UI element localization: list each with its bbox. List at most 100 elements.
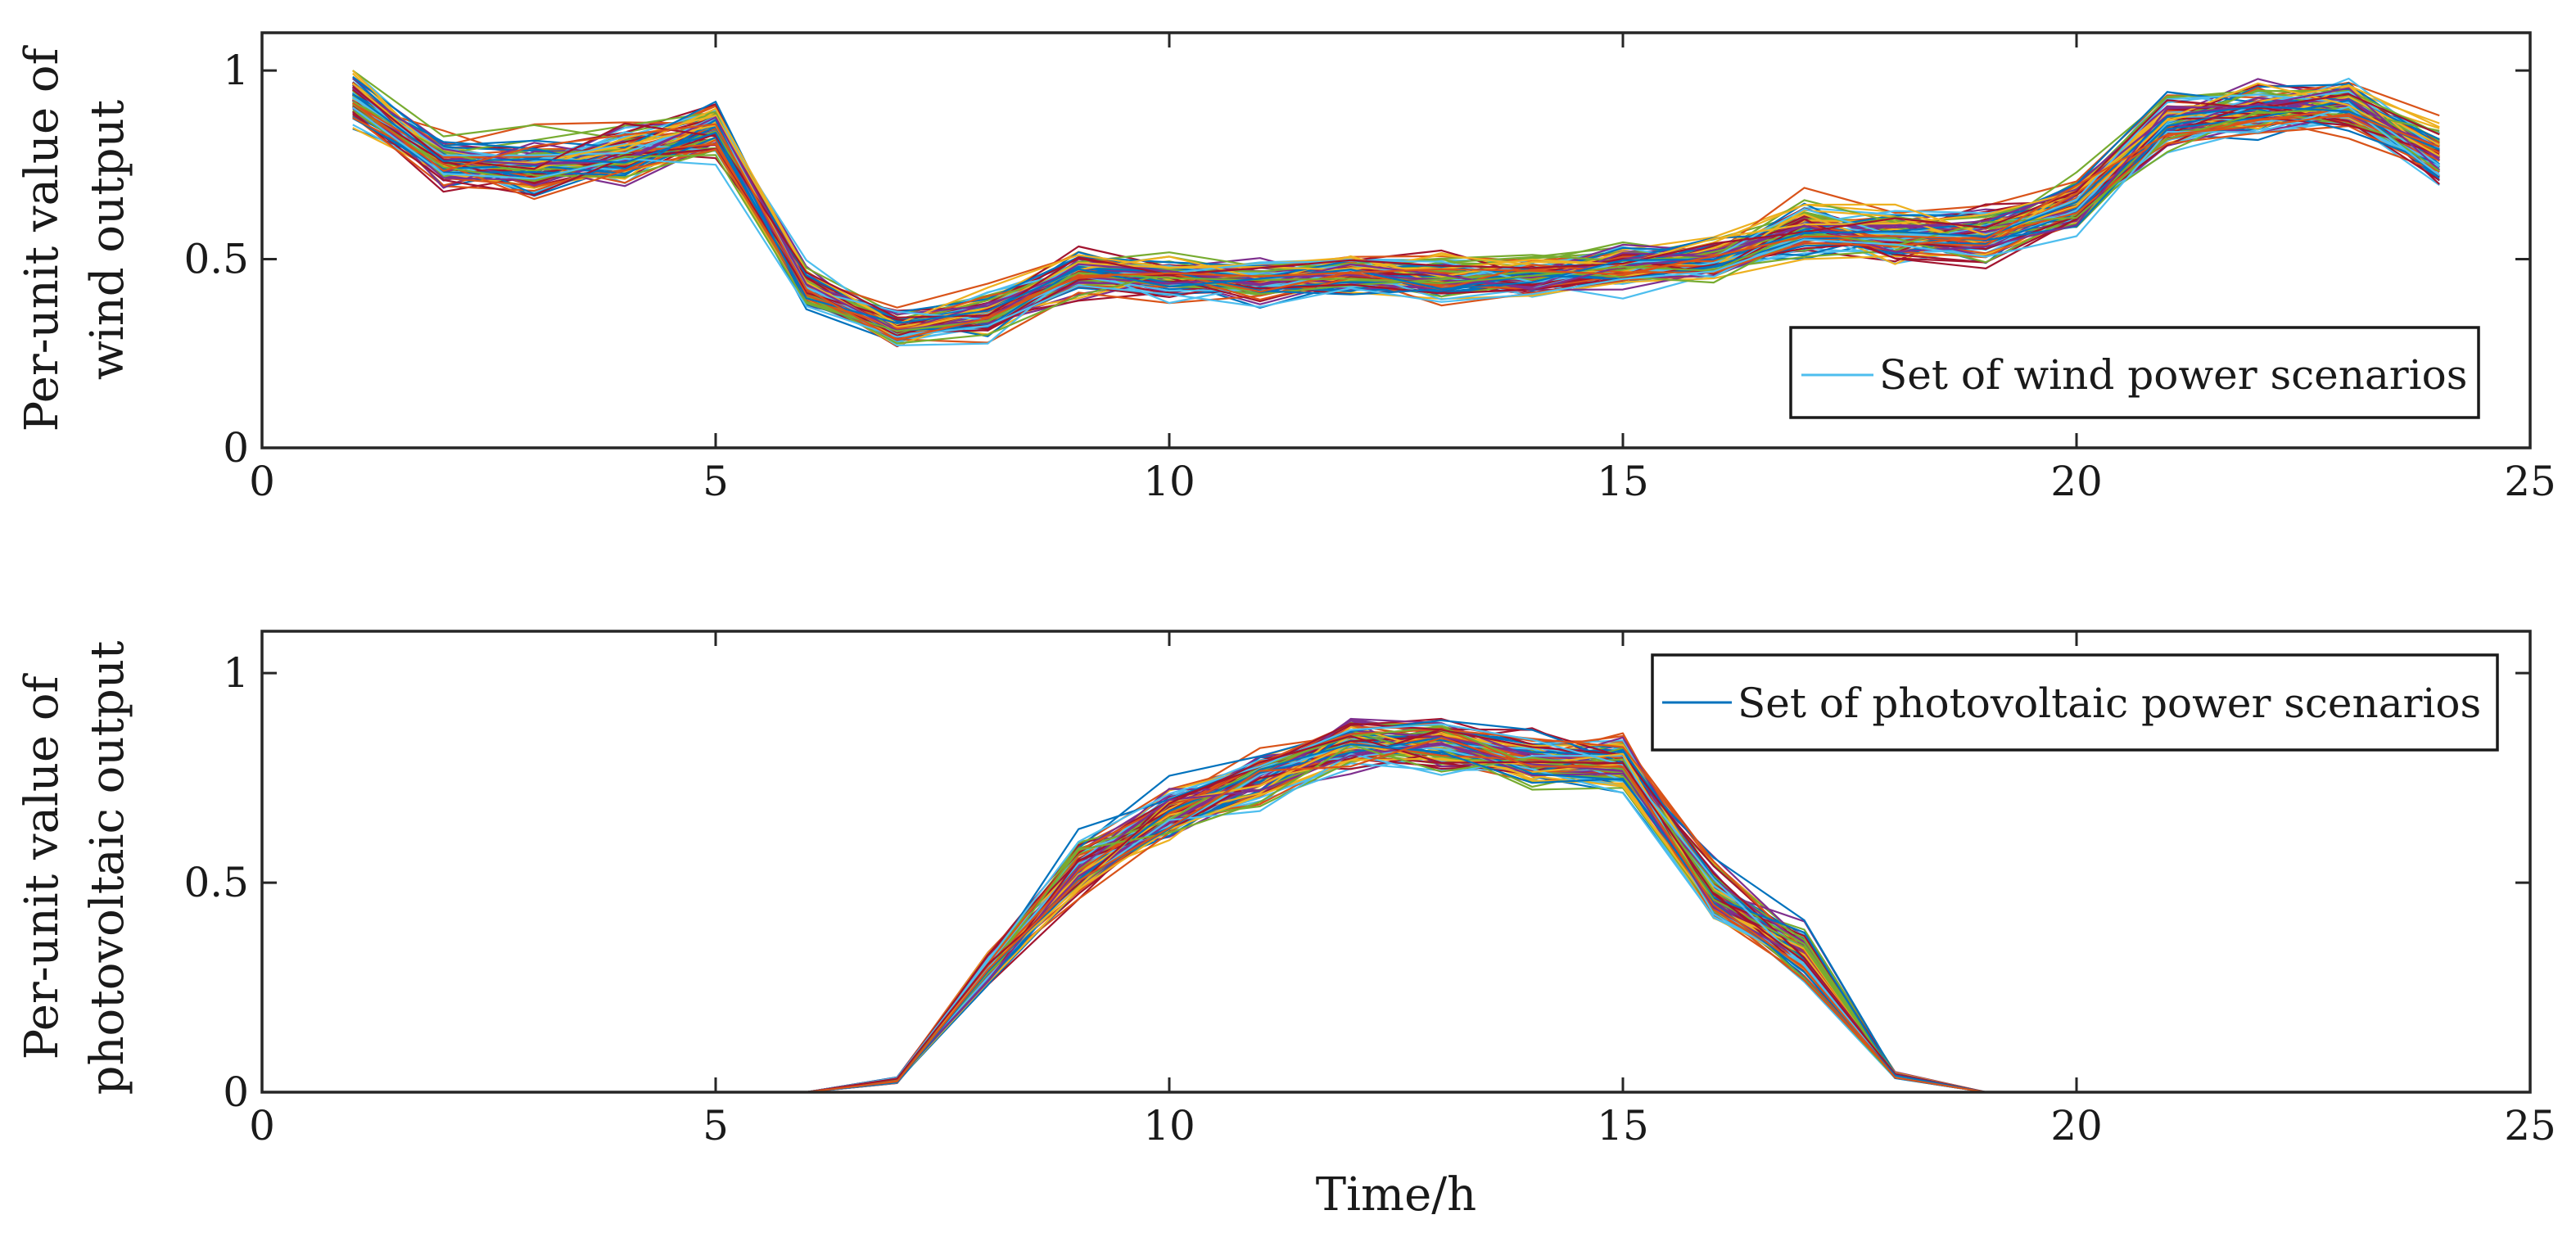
pv-scenario-line	[352, 741, 2440, 1094]
pv-scenario-line	[352, 725, 2440, 1094]
pv-scenario-line	[352, 735, 2440, 1094]
pv-scenario-line	[352, 758, 2440, 1094]
pv-scenario-line	[352, 742, 2440, 1094]
pv-legend-box	[1651, 653, 2499, 752]
pv-scenario-line	[352, 748, 2440, 1094]
pv-scenario-line	[352, 732, 2440, 1094]
pv-scenario-line	[352, 729, 2440, 1094]
pv-scenario-line	[352, 734, 2440, 1094]
pv-xtick-label: 5	[703, 1102, 729, 1149]
pv-scenario-line	[352, 729, 2440, 1094]
pv-scenario-line	[352, 743, 2440, 1094]
wind-scenario-line	[352, 103, 2440, 332]
pv-ytick-label: 0	[223, 1068, 249, 1116]
pv-scenario-line	[352, 727, 2440, 1094]
pv-scenario-line	[352, 752, 2440, 1094]
pv-scenario-line	[352, 730, 2440, 1094]
pv-scenario-line	[352, 734, 2440, 1094]
pv-scenario-line	[352, 738, 2440, 1094]
pv-scenario-line	[352, 730, 2440, 1094]
wind-xtick-label: 25	[2504, 458, 2556, 505]
pv-scenario-line	[352, 730, 2440, 1094]
pv-scenario-line	[352, 743, 2440, 1094]
wind-axes-frame	[260, 31, 2532, 449]
pv-scenario-line	[352, 717, 2440, 1094]
pv-xtick-label: 20	[2050, 1102, 2103, 1149]
wind-xtick-label: 20	[2050, 458, 2103, 505]
pv-scenario-line	[352, 726, 2440, 1094]
wind-scenario-line	[352, 83, 2440, 341]
pv-xtick-label: 15	[1597, 1102, 1649, 1149]
wind-legend-box	[1789, 326, 2480, 419]
wind-xtick-label: 15	[1597, 458, 1649, 505]
pv-scenario-line	[352, 748, 2440, 1094]
pv-legend-label: Set of photovoltaic power scenarios	[1738, 680, 2481, 727]
pv-ylabel-line1: Per-unit value of	[16, 672, 69, 1059]
pv-ytick-label: 0.5	[183, 859, 249, 906]
wind-ytick-label: 0.5	[183, 236, 249, 283]
pv-scenario-line	[352, 731, 2440, 1094]
pv-scenario-line	[352, 719, 2440, 1094]
pv-scenario-line	[352, 737, 2440, 1094]
pv-scenario-line	[352, 721, 2440, 1094]
pv-ytick-label: 1	[223, 649, 249, 697]
wind-scenario-line	[352, 70, 2440, 326]
pv-scenario-line	[352, 743, 2440, 1094]
pv-scenario-line	[352, 731, 2440, 1094]
pv-scenario-line	[352, 743, 2440, 1094]
wind-panel: 0 5 10 15 20 25 0 0.5 1 Per-unit value of wind o…	[16, 31, 2556, 505]
pv-scenario-line	[352, 744, 2440, 1094]
pv-scenario-line	[352, 719, 2440, 1094]
wind-scenario-line	[352, 101, 2440, 336]
pv-scenario-line	[352, 729, 2440, 1094]
pv-scenario-line	[352, 729, 2440, 1094]
pv-xtick-label: 10	[1143, 1102, 1195, 1149]
pv-scenario-line	[352, 723, 2440, 1094]
pv-scenario-line	[352, 728, 2440, 1094]
wind-scenario-line	[352, 93, 2440, 324]
pv-scenario-line	[352, 738, 2440, 1094]
pv-scenario-line	[352, 733, 2440, 1094]
wind-ytick-label: 1	[223, 47, 249, 94]
pv-scenario-line	[352, 734, 2440, 1094]
pv-scenario-line	[352, 723, 2440, 1094]
pv-legend: Set of photovoltaic power scenarios	[1651, 653, 2499, 752]
wind-scenario-line	[352, 106, 2440, 338]
wind-xtick-label: 10	[1143, 458, 1195, 505]
pv-scenario-line	[352, 745, 2440, 1094]
pv-scenario-line	[352, 747, 2440, 1094]
pv-scenario-line	[352, 733, 2440, 1094]
pv-scenario-line	[352, 722, 2440, 1094]
pv-scenario-line	[352, 734, 2440, 1094]
pv-scenario-line	[352, 737, 2440, 1094]
pv-scenario-line	[352, 732, 2440, 1094]
wind-scenario-line	[352, 102, 2440, 341]
pv-scenario-line	[352, 727, 2440, 1094]
pv-scenario-line	[352, 728, 2440, 1094]
pv-scenario-line	[352, 734, 2440, 1094]
pv-scenario-line	[352, 750, 2440, 1094]
pv-scenario-line	[352, 734, 2440, 1094]
pv-scenario-line	[352, 734, 2440, 1094]
pv-scenario-line	[352, 762, 2440, 1094]
pv-scenario-line	[352, 738, 2440, 1094]
pv-scenario-line	[352, 720, 2440, 1094]
pv-scenario-line	[352, 756, 2440, 1094]
pv-scenario-line	[352, 727, 2440, 1094]
pv-scenario-line	[352, 717, 2440, 1094]
pv-scenario-line	[352, 729, 2440, 1094]
pv-xlabel: Time/h	[1316, 1168, 1476, 1222]
pv-scenario-line	[352, 757, 2440, 1094]
wind-scenario-line	[352, 84, 2440, 336]
wind-ylabel-line1: Per-unit value of	[16, 44, 69, 431]
wind-scenario-series	[351, 70, 2440, 348]
pv-scenario-line	[352, 724, 2440, 1094]
pv-scenario-line	[352, 729, 2440, 1094]
pv-scenario-line	[352, 752, 2440, 1094]
pv-scenario-line	[352, 742, 2440, 1094]
wind-legend-label: Set of wind power scenarios	[1879, 351, 2467, 399]
pv-scenario-line	[352, 742, 2440, 1094]
pv-scenario-line	[352, 730, 2440, 1094]
pv-scenario-line	[352, 751, 2440, 1094]
